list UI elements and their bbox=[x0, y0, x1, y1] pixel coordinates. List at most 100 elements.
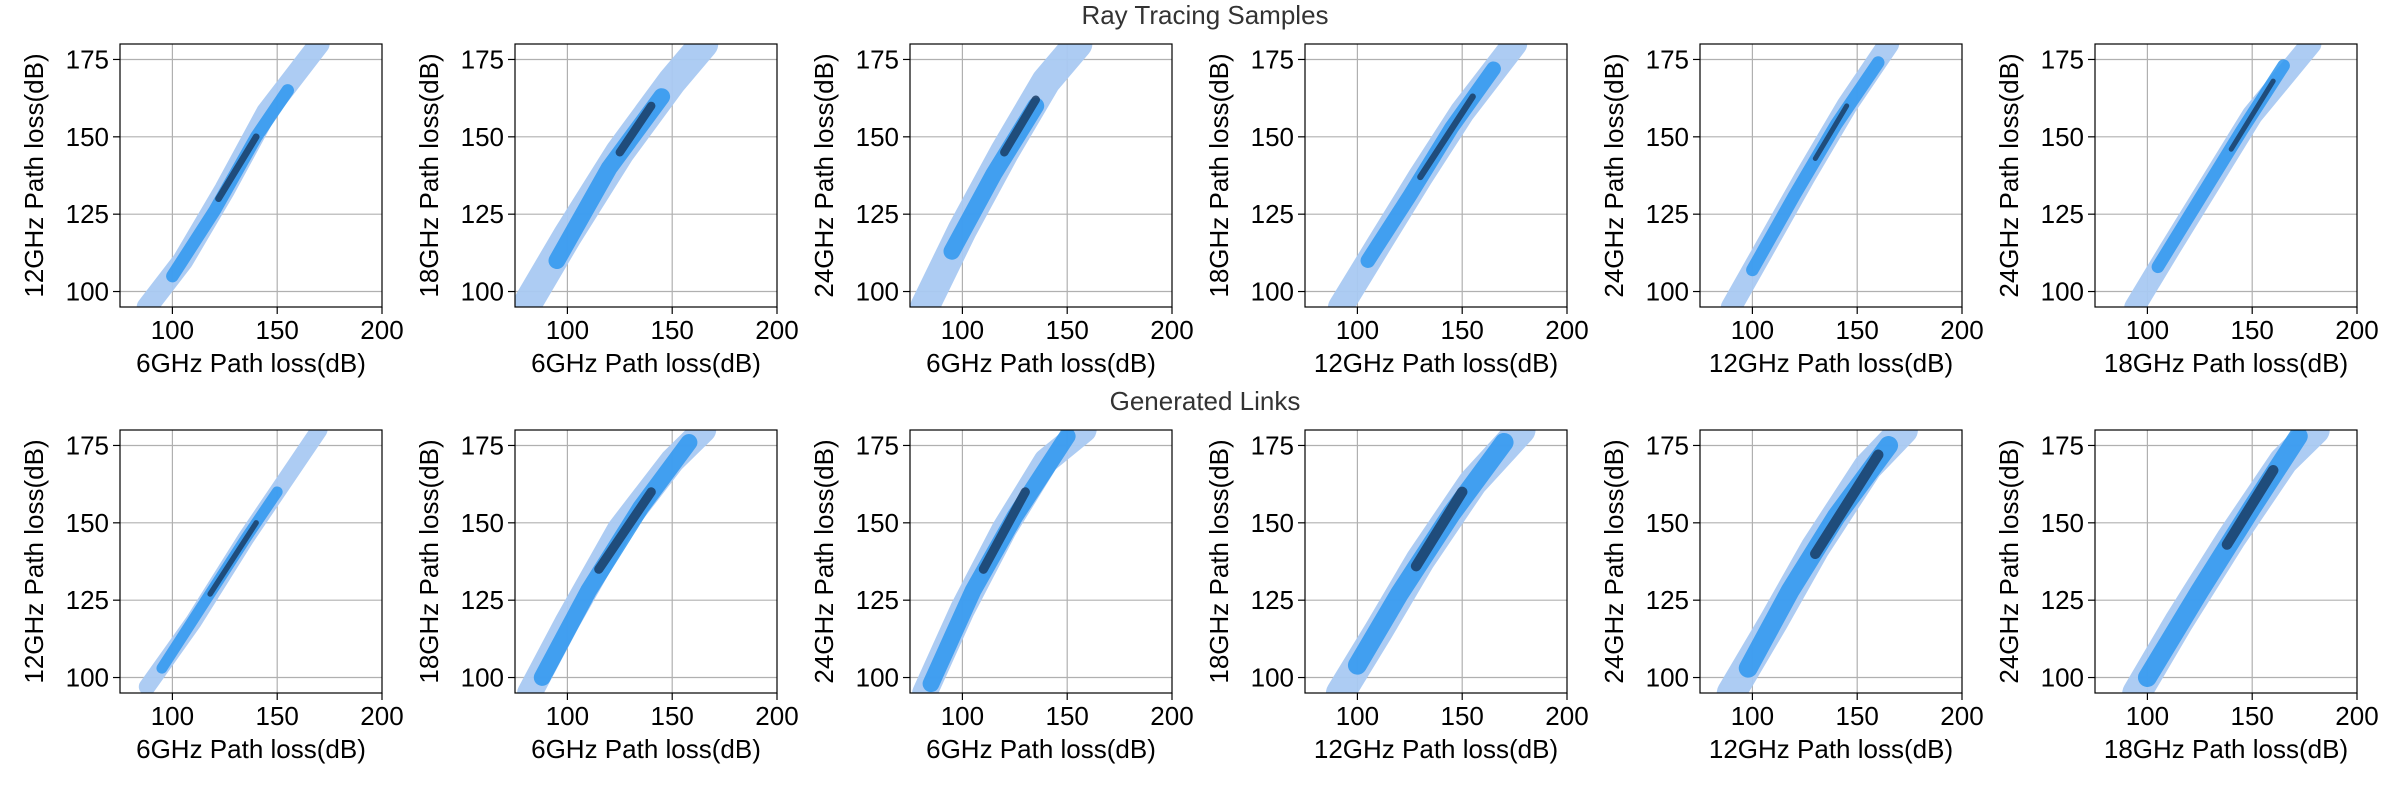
y-tick-label: 150 bbox=[66, 508, 109, 538]
x-axis-label: 6GHz Path loss(dB) bbox=[531, 348, 761, 378]
y-tick-label: 100 bbox=[1251, 277, 1294, 307]
x-tick-label: 100 bbox=[151, 701, 194, 731]
x-tick-label: 100 bbox=[2126, 701, 2169, 731]
y-tick-label: 125 bbox=[1251, 199, 1294, 229]
y-tick-label: 150 bbox=[1251, 508, 1294, 538]
density-band-dark bbox=[2221, 464, 2279, 550]
y-tick-label: 175 bbox=[461, 44, 504, 74]
axes-frame bbox=[909, 43, 1173, 308]
x-tick-label: 150 bbox=[651, 315, 694, 345]
y-axis-label: 18GHz Path loss(dB) bbox=[414, 53, 444, 297]
y-tick-label: 100 bbox=[1646, 277, 1689, 307]
y-tick-label: 150 bbox=[1646, 508, 1689, 538]
density-band-dark bbox=[1810, 449, 1884, 560]
density-bands bbox=[1716, 430, 1918, 693]
x-tick-label: 150 bbox=[1046, 701, 1089, 731]
x-tick-label: 150 bbox=[256, 315, 299, 345]
y-tick-label: 150 bbox=[2041, 122, 2084, 152]
panel-ray-3: 100 150 200 100 125 150 175 6GHz Path loss(dB) 2… bbox=[809, 43, 1194, 378]
x-tick-label: 150 bbox=[1441, 315, 1484, 345]
y-tick-label: 150 bbox=[856, 508, 899, 538]
x-tick-label: 200 bbox=[1545, 701, 1588, 731]
x-axis-label: 6GHz Path loss(dB) bbox=[926, 348, 1156, 378]
density-band-mid bbox=[922, 430, 1076, 693]
panel-gen-2: 100 150 200 100 125 150 175 6GHz Path loss(dB) 1… bbox=[414, 429, 799, 764]
x-tick-label: 150 bbox=[1441, 701, 1484, 731]
row-title-ray-tracing: Ray Tracing Samples bbox=[1081, 0, 1328, 30]
density-bands bbox=[515, 44, 719, 307]
y-tick-label: 175 bbox=[856, 430, 899, 460]
x-tick-label: 100 bbox=[941, 701, 984, 731]
x-tick-label: 100 bbox=[941, 315, 984, 345]
row-title-generated-links: Generated Links bbox=[1110, 386, 1301, 416]
x-tick-label: 200 bbox=[1940, 315, 1983, 345]
y-tick-label: 125 bbox=[1646, 199, 1689, 229]
density-bands bbox=[1720, 44, 1900, 307]
x-tick-label: 200 bbox=[1150, 701, 1193, 731]
x-tick-label: 100 bbox=[1731, 701, 1774, 731]
density-band-dark bbox=[2228, 78, 2276, 152]
density-bands bbox=[1325, 430, 1536, 693]
y-tick-label: 125 bbox=[66, 585, 109, 615]
density-band-dark bbox=[594, 487, 656, 574]
y-tick-label: 150 bbox=[1251, 122, 1294, 152]
x-tick-label: 150 bbox=[2231, 701, 2274, 731]
x-tick-label: 200 bbox=[2335, 701, 2378, 731]
x-tick-label: 150 bbox=[1046, 315, 1089, 345]
x-tick-label: 200 bbox=[755, 701, 798, 731]
y-tick-label: 175 bbox=[2041, 44, 2084, 74]
axes-frame bbox=[1304, 429, 1568, 694]
density-band-dark bbox=[1410, 486, 1468, 572]
x-axis-label: 6GHz Path loss(dB) bbox=[926, 734, 1156, 764]
x-tick-label: 100 bbox=[546, 701, 589, 731]
y-tick-label: 100 bbox=[461, 277, 504, 307]
x-tick-label: 100 bbox=[151, 315, 194, 345]
panel-gen-5: 100 150 200 100 125 150 175 12GHz Path loss(dB)… bbox=[1599, 429, 1984, 764]
x-tick-label: 150 bbox=[651, 701, 694, 731]
x-axis-label: 18GHz Path loss(dB) bbox=[2104, 734, 2348, 764]
y-tick-label: 100 bbox=[66, 663, 109, 693]
axes-frame bbox=[1304, 43, 1568, 308]
y-tick-label: 125 bbox=[2041, 585, 2084, 615]
x-tick-label: 100 bbox=[1336, 315, 1379, 345]
axes-frame bbox=[514, 43, 778, 308]
y-tick-label: 125 bbox=[461, 199, 504, 229]
y-tick-label: 175 bbox=[856, 44, 899, 74]
y-tick-label: 100 bbox=[1646, 663, 1689, 693]
y-tick-label: 175 bbox=[1251, 430, 1294, 460]
x-tick-label: 150 bbox=[2231, 315, 2274, 345]
y-axis-label: 24GHz Path loss(dB) bbox=[1599, 53, 1629, 297]
y-tick-label: 175 bbox=[1251, 44, 1294, 74]
density-band-dark bbox=[978, 487, 1030, 574]
x-axis-label: 12GHz Path loss(dB) bbox=[1709, 348, 1953, 378]
y-tick-label: 100 bbox=[856, 663, 899, 693]
axes-frame bbox=[514, 429, 778, 694]
panel-gen-1: 100 150 200 100 125 150 175 6GHz Path loss(dB) 1… bbox=[19, 429, 404, 764]
y-axis-label: 18GHz Path loss(dB) bbox=[1204, 53, 1234, 297]
x-tick-label: 200 bbox=[360, 701, 403, 731]
panel-gen-4: 100 150 200 100 125 150 175 12GHz Path loss(dB)… bbox=[1204, 429, 1589, 764]
y-tick-label: 100 bbox=[856, 277, 899, 307]
y-tick-label: 100 bbox=[2041, 277, 2084, 307]
panel-ray-6: 100 150 200 100 125 150 175 18GHz Path loss(dB)… bbox=[1994, 43, 2379, 378]
density-band-dark bbox=[1000, 95, 1040, 157]
density-bands bbox=[2124, 44, 2322, 307]
y-tick-label: 175 bbox=[461, 430, 504, 460]
x-tick-label: 100 bbox=[1336, 701, 1379, 731]
density-band-dark bbox=[215, 133, 260, 203]
density-bands bbox=[912, 430, 1097, 693]
density-bands bbox=[136, 44, 330, 307]
density-band-mid bbox=[1347, 432, 1514, 675]
axes-frame bbox=[2094, 43, 2358, 308]
y-tick-label: 175 bbox=[66, 44, 109, 74]
density-bands bbox=[2122, 430, 2330, 693]
panel-ray-4: 100 150 200 100 125 150 175 12GHz Path loss(dB)… bbox=[1204, 43, 1589, 378]
axes-frame bbox=[119, 429, 383, 694]
x-tick-label: 200 bbox=[1150, 315, 1193, 345]
y-tick-label: 125 bbox=[856, 199, 899, 229]
density-band-mid bbox=[548, 88, 671, 269]
density-band-dark bbox=[615, 101, 656, 157]
x-tick-label: 100 bbox=[1731, 315, 1774, 345]
